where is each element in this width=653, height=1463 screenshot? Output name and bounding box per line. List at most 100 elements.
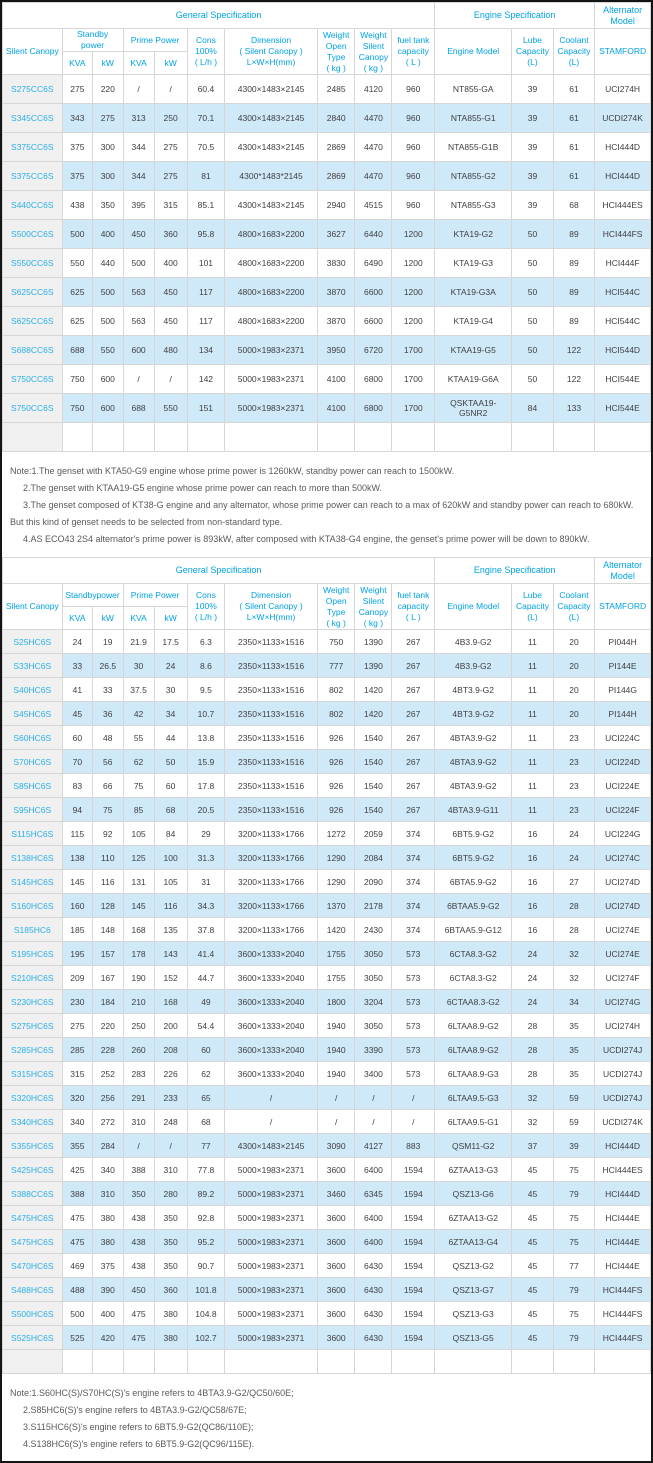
spec-cell: 926 [316, 797, 356, 822]
spec-cell: 133 [552, 393, 596, 423]
model-link[interactable]: S500CC6S [2, 219, 63, 249]
spec-cell: NT855-GA [434, 74, 513, 104]
model-link[interactable]: S60HC6S [2, 725, 63, 750]
table-row: S475HC6S 475 380 438 350 92.8 5000×1983×2371 36… [2, 1205, 651, 1230]
table-row: S70HC6S 70 56 62 50 15.9 2350×1133×1516 926 1540… [2, 749, 651, 774]
model-link[interactable]: S145HC6S [2, 869, 63, 894]
empty-cell [354, 422, 393, 452]
model-link[interactable]: S320HC6S [2, 1085, 63, 1110]
spec-cell: 1540 [354, 725, 393, 750]
model-link[interactable]: S475HC6S [2, 1205, 63, 1230]
model-link[interactable]: S340HC6S [2, 1109, 63, 1134]
model-link[interactable]: S688CC6S [2, 335, 63, 365]
spec-cell: 6800 [354, 393, 393, 423]
spec-cell: 6ZTAA13-G2 [434, 1205, 513, 1230]
spec-cell: 573 [391, 1061, 436, 1086]
model-link[interactable]: S625CC6S [2, 277, 63, 307]
spec-cell: 16 [511, 917, 554, 942]
spec-cell: 35 [552, 1037, 596, 1062]
model-link[interactable]: S315HC6S [2, 1061, 63, 1086]
col-header-coolant-capacity: Coolant Capacity (L) [552, 28, 596, 75]
model-link[interactable]: S388CC6S [2, 1181, 63, 1206]
spec-cell: 275 [153, 132, 188, 162]
model-link[interactable]: S345CC6S [2, 103, 63, 133]
spec-cell: 374 [391, 869, 436, 894]
model-link[interactable]: S625CC6S [2, 306, 63, 336]
empty-cell [92, 422, 124, 452]
section-alternator: Alternator Model [594, 557, 651, 584]
model-link[interactable]: S210HC6S [2, 965, 63, 990]
col-header-lube-capacity: Lube Capacity (L) [511, 583, 554, 630]
model-link[interactable]: S355HC6S [2, 1133, 63, 1158]
model-link[interactable]: S95HC6S [2, 797, 63, 822]
spec-cell: 50 [511, 277, 554, 307]
model-link[interactable]: S195HC6S [2, 941, 63, 966]
spec-cell: 27 [552, 869, 596, 894]
model-link[interactable]: S185HC6 [2, 917, 63, 942]
spec-cell: 1420 [316, 917, 356, 942]
spec-cell: 79 [552, 1277, 596, 1302]
spec-cell: 6600 [354, 277, 393, 307]
spec-cell: HCI544E [594, 364, 651, 394]
model-link[interactable]: S475HC6S [2, 1229, 63, 1254]
spec-cell: 125 [122, 845, 155, 870]
spec-cell: 275 [92, 103, 124, 133]
model-link[interactable]: S70HC6S [2, 749, 63, 774]
spec-cell: 28 [511, 1061, 554, 1086]
spec-cell: 6.3 [186, 629, 226, 654]
spec-cell: 16 [511, 869, 554, 894]
spec-cell: 3600 [316, 1277, 356, 1302]
model-link[interactable]: S40HC6S [2, 677, 63, 702]
model-link[interactable]: S33HC6S [2, 653, 63, 678]
model-link[interactable]: S25HC6S [2, 629, 63, 654]
spec-cell: 2869 [316, 161, 356, 191]
spec-cell: 23 [552, 773, 596, 798]
spec-cell: 355 [61, 1133, 94, 1158]
model-link[interactable]: S750CC6S [2, 393, 63, 423]
model-link[interactable]: S470HC6S [2, 1253, 63, 1278]
spec-cell: 256 [92, 1085, 124, 1110]
spec-cell: 425 [61, 1157, 94, 1182]
model-link[interactable]: S488HC6S [2, 1277, 63, 1302]
model-link[interactable]: S160HC6S [2, 893, 63, 918]
spec-cell: 77.8 [186, 1157, 226, 1182]
model-link[interactable]: S750CC6S [2, 364, 63, 394]
model-link[interactable]: S375CC6S [2, 161, 63, 191]
model-link[interactable]: S45HC6S [2, 701, 63, 726]
col-header-standby-power: Standbypower [61, 583, 124, 607]
spec-cell: 1700 [391, 393, 436, 423]
spec-cell: 3050 [354, 1013, 393, 1038]
model-link[interactable]: S275CC6S [2, 74, 63, 104]
spec-cell: 35 [552, 1061, 596, 1086]
model-link[interactable]: S138HC6S [2, 845, 63, 870]
spec-cell: NTA855-G1B [434, 132, 513, 162]
spec-cell: 30 [153, 677, 188, 702]
spec-cell: 2350×1133×1516 [224, 797, 318, 822]
spec-cell: 157 [92, 941, 124, 966]
col-header-silent-canopy: Silent Canopy [2, 28, 63, 75]
spec-cell: 1420 [354, 701, 393, 726]
model-link[interactable]: S440CC6S [2, 190, 63, 220]
model-link[interactable]: S500HC6S [2, 1301, 63, 1326]
model-link[interactable]: S425HC6S [2, 1157, 63, 1182]
model-link[interactable]: S85HC6S [2, 773, 63, 798]
model-link[interactable]: S275HC6S [2, 1013, 63, 1038]
spec-cell: 101.8 [186, 1277, 226, 1302]
empty-cell [434, 422, 513, 452]
model-link[interactable]: S375CC6S [2, 132, 63, 162]
spec-cell: 168 [122, 917, 155, 942]
spec-cell: 6LTAA9.5-G1 [434, 1109, 513, 1134]
model-link[interactable]: S285HC6S [2, 1037, 63, 1062]
model-link[interactable]: S525HC6S [2, 1325, 63, 1350]
table-row: S625CC6S 625 500 563 450 117 4800×1683×2200 387… [2, 277, 651, 307]
model-link[interactable]: S550CC6S [2, 248, 63, 278]
spec-cell: 625 [61, 277, 94, 307]
spec-cell: 45 [511, 1277, 554, 1302]
model-link[interactable]: S115HC6S [2, 821, 63, 846]
spec-cell: 267 [391, 725, 436, 750]
spec-cell: 5000×1983×2371 [224, 393, 318, 423]
spec-cell: 500 [122, 248, 155, 278]
spec-cell: 2350×1133×1516 [224, 653, 318, 678]
spec-cell: 3204 [354, 989, 393, 1014]
model-link[interactable]: S230HC6S [2, 989, 63, 1014]
